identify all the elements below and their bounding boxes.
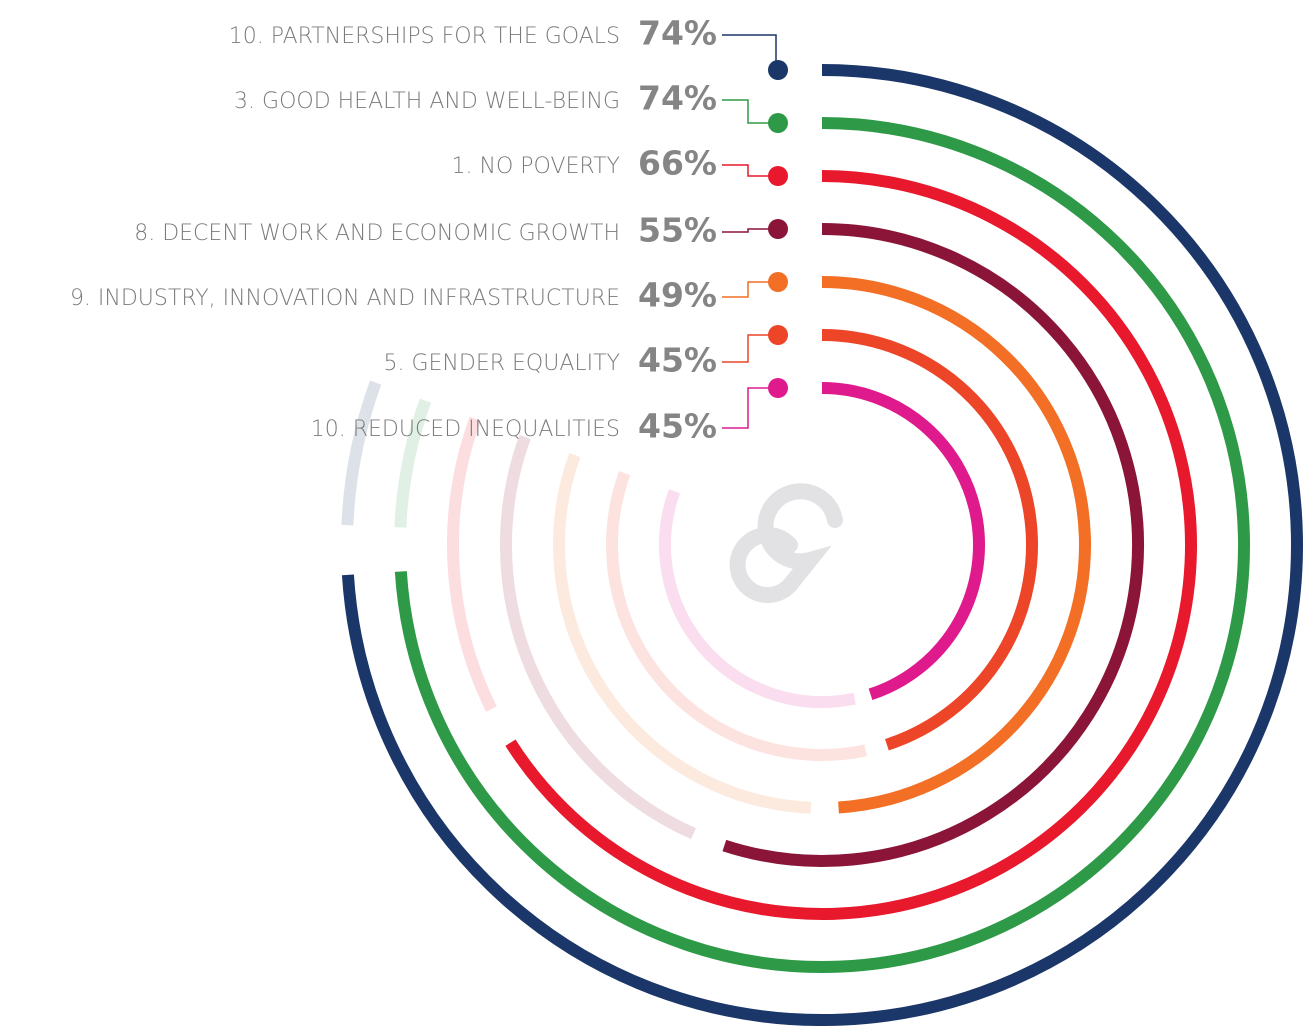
arc-track xyxy=(606,471,867,761)
value-label: 66% xyxy=(638,144,717,183)
value-label: 74% xyxy=(638,79,717,118)
connector xyxy=(722,387,778,429)
marker-dot xyxy=(768,113,788,133)
arc-bar xyxy=(505,170,1197,920)
arc-track xyxy=(447,416,497,712)
category-label: 3. GOOD HEALTH AND WELL-BEING xyxy=(234,89,620,114)
marker-dot xyxy=(768,325,788,345)
category-label: 8. DECENT WORK AND ECONOMIC GROWTH xyxy=(134,221,620,246)
arc-bar xyxy=(821,276,1091,814)
arc-track xyxy=(553,453,812,814)
connector xyxy=(722,281,778,298)
category-label: 10. PARTNERSHIPS FOR THE GOALS xyxy=(229,24,620,49)
arc-bar xyxy=(722,223,1144,867)
arc-track xyxy=(341,380,382,526)
arc-bar xyxy=(821,382,985,701)
value-label: 55% xyxy=(638,211,717,250)
value-label: 45% xyxy=(638,341,717,380)
category-label: 5. GENDER EQUALITY xyxy=(384,351,621,376)
arc-bar xyxy=(394,117,1250,973)
connector xyxy=(722,228,778,233)
arc-bar xyxy=(821,329,1038,751)
connector xyxy=(722,164,778,177)
category-label: 9. INDUSTRY, INNOVATION AND INFRASTRUCTU… xyxy=(70,286,620,311)
value-label: 45% xyxy=(638,407,717,446)
marker-dot xyxy=(768,219,788,239)
connector xyxy=(722,34,777,70)
arc-bar xyxy=(341,64,1303,1026)
marker-dot xyxy=(768,166,788,186)
marker-dot xyxy=(768,60,788,80)
connector xyxy=(722,99,778,124)
value-label: 49% xyxy=(638,276,717,315)
arc-track xyxy=(394,398,432,528)
connector xyxy=(722,334,778,363)
arc-track xyxy=(500,434,696,840)
category-label: 1. NO POVERTY xyxy=(452,154,620,179)
logo xyxy=(729,483,843,603)
category-label: 10. REDUCED INEQUALITIES xyxy=(311,417,620,442)
marker-dot xyxy=(768,378,788,398)
value-label: 74% xyxy=(638,14,717,53)
arc-track xyxy=(659,489,856,708)
marker-dot xyxy=(768,272,788,292)
